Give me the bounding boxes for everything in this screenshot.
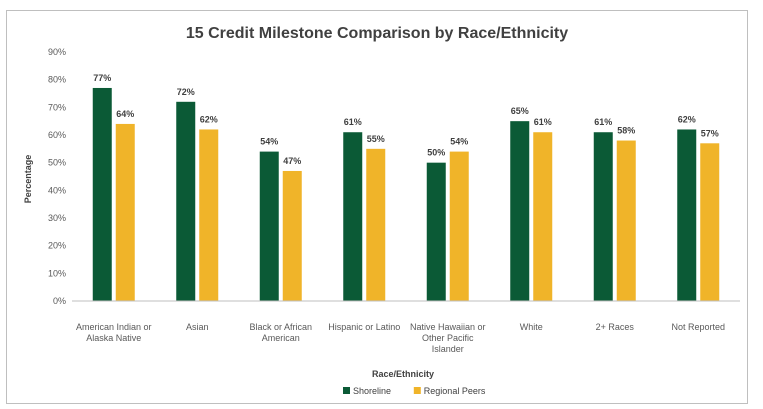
x-category-label: 2+ Races (596, 322, 635, 332)
bar-regional-peers (533, 132, 553, 301)
data-label: 64% (116, 109, 134, 119)
legend-swatch (343, 387, 350, 394)
data-label: 61% (594, 117, 612, 127)
bar-regional-peers (199, 129, 219, 301)
y-tick-label: 60% (48, 130, 66, 140)
x-category-label: American Indian or (76, 322, 152, 332)
data-labels: 77% 64% 72% 62% 54% 47% 61% 55% 50% 54% 65% 61% 61% 5… (93, 73, 719, 166)
data-label: 54% (450, 137, 468, 147)
data-label: 54% (260, 137, 278, 147)
x-category-label: Hispanic or Latino (328, 322, 400, 332)
x-category-label: Other Pacific (422, 333, 474, 343)
bar-shoreline (426, 162, 446, 301)
bars (92, 87, 720, 302)
data-label: 65% (511, 106, 529, 116)
legend-label: Shoreline (353, 386, 391, 396)
x-category-label: American (262, 333, 300, 343)
y-axis-label: Percentage (23, 155, 33, 204)
data-label: 57% (701, 128, 719, 138)
bar-shoreline (259, 151, 279, 301)
x-category-label: Asian (186, 322, 209, 332)
bar-shoreline (343, 132, 363, 301)
x-category-label: Alaska Native (86, 333, 141, 343)
y-tick-label: 40% (48, 185, 66, 195)
x-category-label: White (520, 322, 543, 332)
y-tick-label: 20% (48, 241, 66, 251)
x-category-label: Islander (432, 344, 464, 354)
x-category-label: Black or African (249, 322, 312, 332)
y-tick-label: 80% (48, 75, 66, 85)
bar-shoreline (176, 101, 196, 301)
chart-title: 15 Credit Milestone Comparison by Race/E… (186, 25, 568, 42)
bar-regional-peers (449, 151, 469, 301)
y-axis-ticks: 0% 10% 20% 30% 40% 50% 60% 70% 80% 90% (48, 47, 66, 306)
x-category-label: Not Reported (671, 322, 725, 332)
legend: Shoreline Regional Peers (343, 386, 486, 396)
data-label: 72% (177, 87, 195, 97)
legend-swatch (413, 387, 421, 394)
bar-regional-peers (282, 170, 302, 301)
data-label: 50% (427, 148, 445, 158)
data-label: 77% (93, 73, 111, 83)
data-label: 62% (200, 114, 218, 124)
bar-shoreline (510, 121, 530, 302)
bar-regional-peers (115, 123, 135, 301)
data-label: 47% (283, 156, 301, 166)
data-label: 55% (367, 134, 385, 144)
bar-shoreline (677, 129, 697, 301)
legend-label: Regional Peers (424, 386, 486, 396)
y-tick-label: 10% (48, 268, 66, 278)
bar-regional-peers (616, 140, 636, 301)
data-label: 62% (678, 114, 696, 124)
x-axis-label: Race/Ethnicity (372, 369, 434, 379)
x-category-label: Native Hawaiian or (410, 322, 486, 332)
data-label: 61% (344, 117, 362, 127)
y-tick-label: 0% (53, 296, 66, 306)
data-label: 61% (534, 117, 552, 127)
y-tick-label: 70% (48, 102, 66, 112)
data-label: 58% (617, 126, 635, 136)
y-tick-label: 50% (48, 158, 66, 168)
y-tick-label: 30% (48, 213, 66, 223)
bar-shoreline (593, 132, 613, 301)
bar-regional-peers (700, 143, 720, 301)
y-tick-label: 90% (48, 47, 66, 57)
bar-shoreline (92, 87, 112, 301)
bar-regional-peers (366, 148, 386, 301)
